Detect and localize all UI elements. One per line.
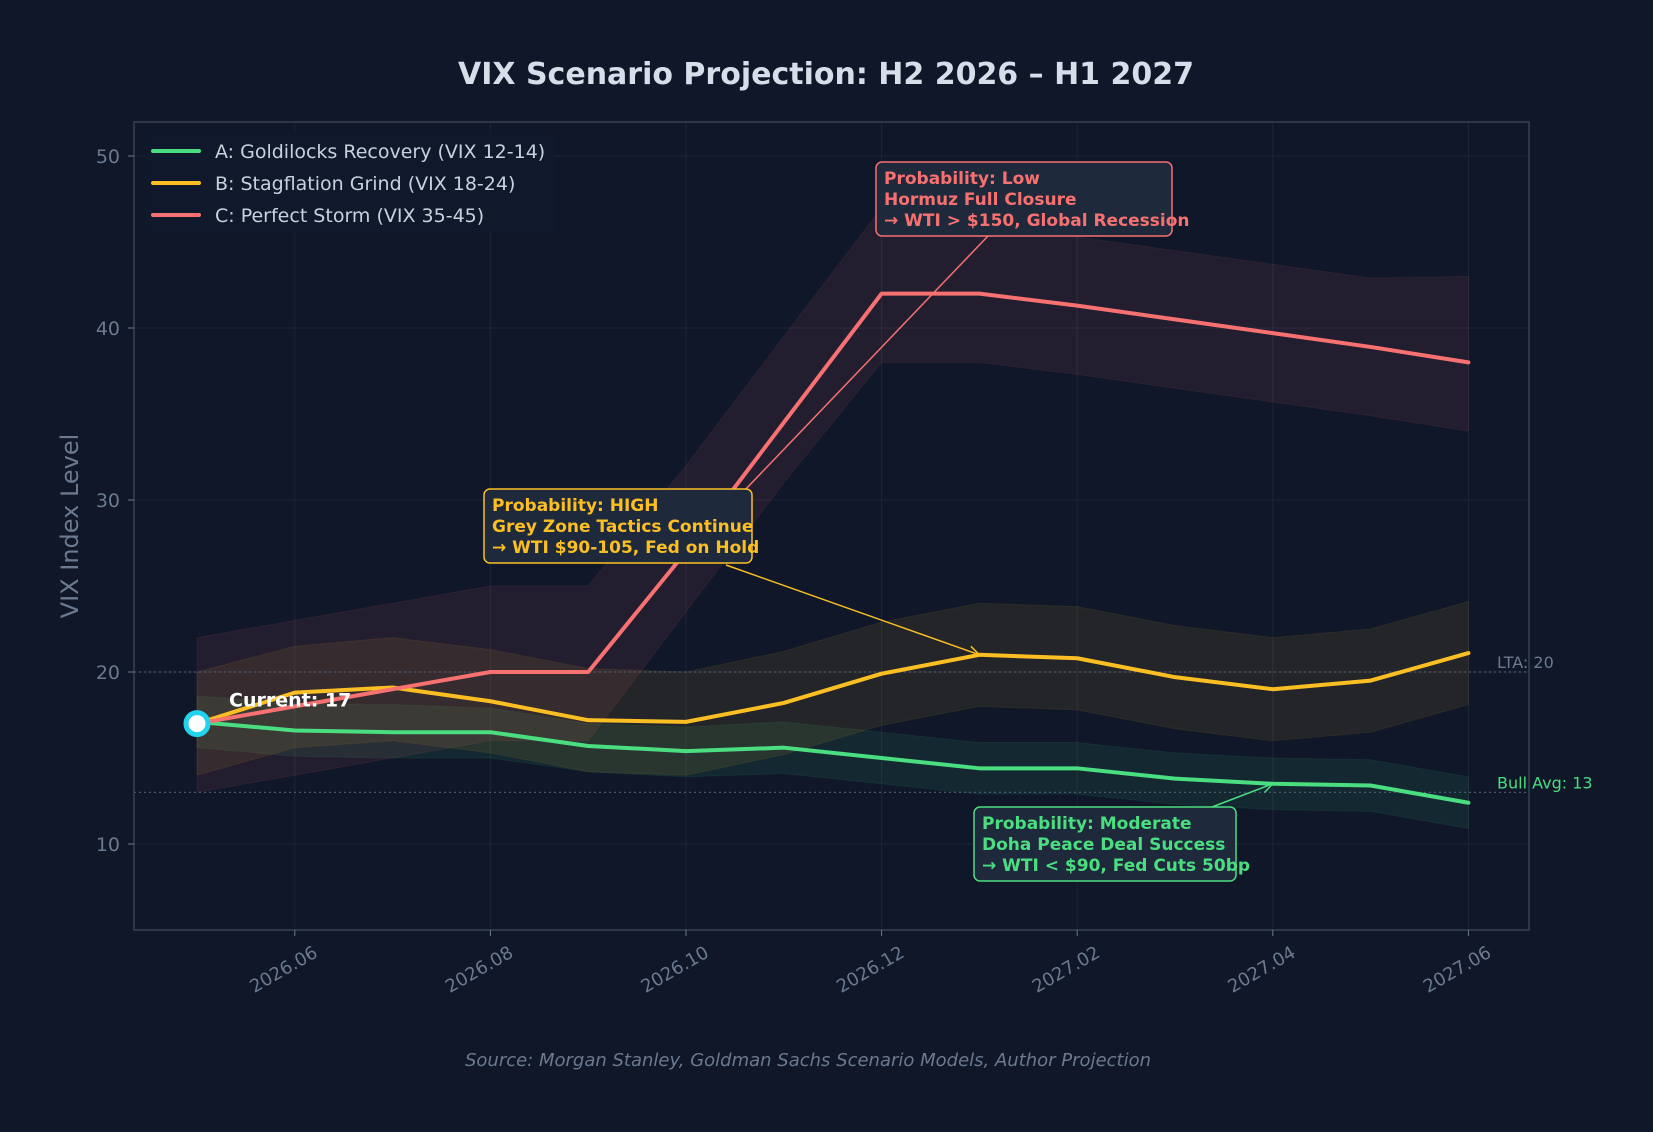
reference-line-label: LTA: 20 <box>1497 653 1554 672</box>
annotation-text: Probability: Low <box>884 169 1040 189</box>
y-axis-label: VIX Index Level <box>56 434 84 619</box>
reference-line-label: Bull Avg: 13 <box>1497 773 1593 792</box>
confidence-band <box>196 695 1469 830</box>
annotation-text: → WTI $90-105, Fed on Hold <box>492 538 759 558</box>
y-tick-label: 30 <box>96 490 120 512</box>
series-line <box>195 291 1471 726</box>
annotation-text: → WTI < $90, Fed Cuts 50bp <box>982 856 1250 876</box>
current-value-label: Current: 17 <box>229 690 351 712</box>
annotation-box <box>973 806 1237 882</box>
annotation-text: Probability: Moderate <box>982 814 1192 834</box>
annotation-arrow <box>1211 783 1274 808</box>
annotation-arrowhead <box>967 645 982 657</box>
annotation-text: Hormuz Full Closure <box>884 190 1076 210</box>
y-tick-label: 20 <box>96 662 120 684</box>
annotation-box <box>875 161 1173 237</box>
chart-title: VIX Scenario Projection: H2 2026 – H1 20… <box>458 57 1194 92</box>
series-line <box>195 719 1471 805</box>
grid <box>134 122 1529 930</box>
annotation-text: Doha Peace Deal Success <box>982 835 1225 855</box>
legend-box <box>145 130 555 232</box>
legend: A: Goldilocks Recovery (VIX 12-14) B: Sta… <box>145 130 555 232</box>
annotation-text: Grey Zone Tactics Continue <box>492 517 753 537</box>
y-axis: 10 20 30 40 50 <box>96 146 134 856</box>
series-line <box>195 651 1471 726</box>
annotation-arrowhead <box>1260 782 1275 793</box>
annotation-arrow <box>725 564 980 656</box>
annotation-text: → WTI > $150, Global Recession <box>884 211 1190 231</box>
annotation-text: Probability: HIGH <box>492 496 658 516</box>
legend-label: C: Perfect Storm (VIX 35-45) <box>215 205 484 227</box>
y-tick-label: 50 <box>96 146 120 168</box>
series-lines <box>195 291 1471 805</box>
source-note: Source: Morgan Stanley, Goldman Sachs Sc… <box>465 1050 1151 1071</box>
plot-frame <box>133 121 1530 931</box>
current-marker-group: Current: 17 <box>183 690 351 738</box>
y-tick-label: 40 <box>96 318 120 340</box>
legend-label: B: Stagflation Grind (VIX 18-24) <box>215 173 515 195</box>
y-tick-label: 10 <box>96 834 120 856</box>
reference-lines: LTA: 20 Bull Avg: 13 <box>134 653 1593 794</box>
current-value-marker <box>183 710 211 738</box>
annotation-box <box>483 488 753 564</box>
legend-label: A: Goldilocks Recovery (VIX 12-14) <box>215 141 545 163</box>
